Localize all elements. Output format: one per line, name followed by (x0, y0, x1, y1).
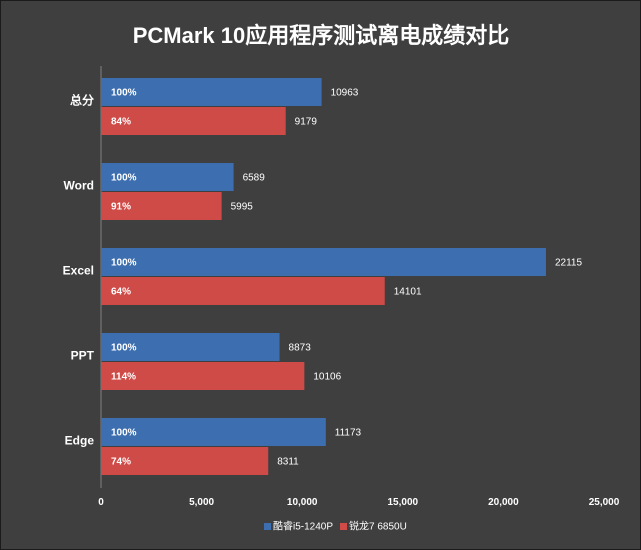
legend-swatch (340, 523, 347, 530)
bar-value-label: 5995 (231, 202, 254, 213)
x-tick-label: 5,000 (189, 497, 214, 508)
x-tick-label: 25,000 (589, 497, 620, 508)
category-label: Excel (63, 264, 94, 278)
bar (101, 418, 326, 446)
bar-value-label: 11173 (335, 428, 362, 439)
bar-percent-label: 84% (111, 117, 131, 128)
bar (101, 107, 286, 135)
bar-percent-label: 100% (111, 173, 137, 184)
bar-percent-label: 64% (111, 287, 131, 298)
bar-percent-label: 100% (111, 428, 137, 439)
bar (101, 163, 234, 191)
bar-value-label: 10963 (331, 88, 359, 99)
bar-value-label: 8311 (277, 457, 299, 468)
legend-label: 酷睿i5-1240P (273, 520, 333, 533)
bar-value-label: 8873 (289, 343, 312, 354)
legend-label: 锐龙7 6850U (349, 520, 407, 533)
bar-value-label: 10106 (313, 372, 341, 383)
category-label: Word (64, 179, 94, 193)
bar (101, 362, 305, 390)
bar-percent-label: 91% (111, 202, 131, 213)
bar-value-label: 9179 (295, 117, 318, 128)
x-tick-label: 20,000 (488, 497, 519, 508)
chart-title: PCMark 10应用程序测试离电成绩对比 (133, 23, 510, 48)
bar-percent-label: 74% (111, 457, 131, 468)
bar-value-label: 22115 (555, 258, 583, 269)
plot-area: 总分 100% 10963 84% 9179 Word 100% 6589 91% 5995 Exc… (63, 66, 620, 508)
bar-percent-label: 100% (111, 258, 137, 269)
bar (101, 277, 385, 305)
bar (101, 192, 222, 220)
bar (101, 447, 269, 475)
bar-value-label: 14101 (394, 287, 422, 298)
bar (101, 78, 322, 106)
category-label: 总分 (70, 93, 94, 108)
bar-percent-label: 100% (111, 343, 137, 354)
x-tick-label: 0 (98, 497, 104, 508)
bar-percent-label: 100% (111, 88, 137, 99)
x-tick-label: 15,000 (388, 497, 419, 508)
bar (101, 248, 546, 276)
category-label: PPT (71, 349, 95, 363)
bar (101, 333, 280, 361)
category-label: Edge (65, 434, 95, 448)
bar-value-label: 6589 (243, 173, 266, 184)
legend-swatch (264, 523, 271, 530)
x-tick-label: 10,000 (287, 497, 318, 508)
bar-percent-label: 114% (111, 372, 136, 383)
legend: 酷睿i5-1240P 锐龙7 6850U (264, 520, 407, 533)
